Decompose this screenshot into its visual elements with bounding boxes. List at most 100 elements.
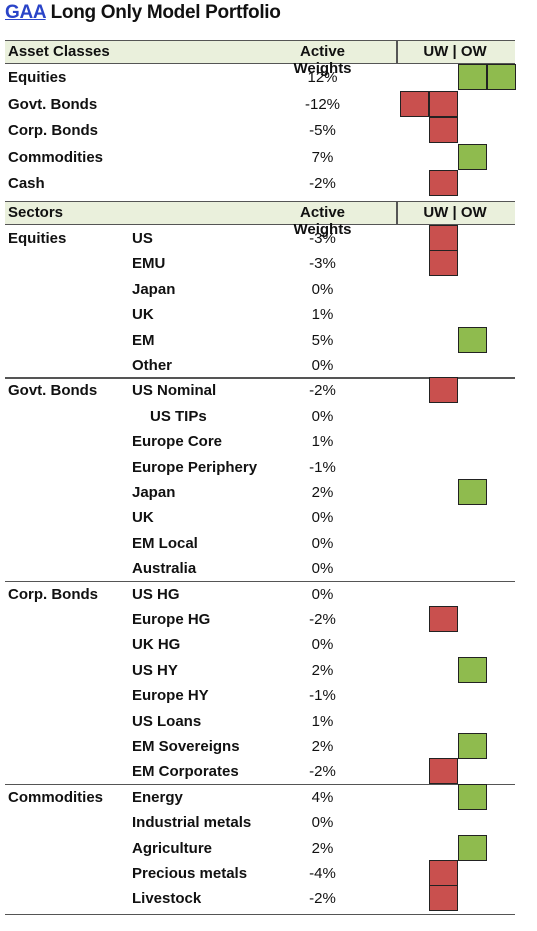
sector-name: US TIPs bbox=[150, 407, 207, 425]
sector-row: UK 1% bbox=[5, 302, 515, 327]
sector-row: EM Corporates -2% bbox=[5, 758, 515, 785]
sector-weight: 1% bbox=[311, 306, 334, 324]
asset-weight: 7% bbox=[311, 148, 334, 166]
sector-weight: 0% bbox=[311, 560, 334, 578]
sector-name: UK bbox=[132, 509, 154, 527]
header-active-weights: Active Weights bbox=[293, 43, 352, 77]
underweight-bar bbox=[429, 885, 458, 912]
sector-row: EM Sovereigns 2% bbox=[5, 733, 515, 759]
sector-row: Industrial metals 0% bbox=[5, 810, 515, 835]
asset-name: Equities bbox=[8, 69, 67, 86]
sector-weight: -3% bbox=[309, 255, 336, 273]
gaa-link[interactable]: GAA bbox=[5, 2, 46, 23]
asset-name: Corp. Bonds bbox=[8, 122, 98, 139]
overweight-bar bbox=[487, 64, 516, 90]
sector-row: Europe Core 1% bbox=[5, 429, 515, 454]
overweight-bar bbox=[458, 783, 487, 810]
asset-row: Corp. Bonds -5% bbox=[5, 117, 515, 143]
sector-weight: 0% bbox=[311, 814, 334, 832]
underweight-bar bbox=[429, 606, 458, 632]
table-bottom-line bbox=[5, 913, 515, 916]
sector-row: US HY 2% bbox=[5, 656, 515, 683]
sector-name: Europe HG bbox=[132, 611, 211, 628]
sector-name: Precious metals bbox=[132, 865, 248, 882]
sector-name: UK bbox=[132, 306, 154, 324]
sector-name: Australia bbox=[132, 560, 197, 578]
underweight-bar bbox=[429, 90, 458, 117]
overweight-bar bbox=[458, 64, 487, 90]
sector-row: Australia 0% bbox=[5, 556, 515, 581]
sector-row: Commodities Energy 4% bbox=[5, 783, 515, 810]
underweight-bar bbox=[400, 90, 429, 117]
sector-weight: 0% bbox=[311, 534, 334, 552]
sector-name: EMU bbox=[132, 255, 166, 273]
sector-row: Agriculture 2% bbox=[5, 834, 515, 861]
asset-weight: 12% bbox=[307, 69, 338, 86]
sector-name: Energy bbox=[132, 788, 183, 806]
overweight-bar bbox=[458, 143, 487, 170]
sector-weight: -4% bbox=[309, 865, 336, 882]
sector-name: Japan bbox=[132, 484, 176, 501]
group-divider bbox=[5, 377, 515, 379]
sector-row: Japan 2% bbox=[5, 479, 515, 505]
header-label: Sectors bbox=[8, 204, 64, 221]
underweight-bar bbox=[429, 117, 458, 143]
sector-name: Europe Core bbox=[132, 433, 223, 451]
sector-weight: 0% bbox=[311, 280, 334, 298]
sector-row: Japan 0% bbox=[5, 277, 515, 302]
asset-name: Cash bbox=[8, 175, 45, 192]
overweight-bar bbox=[458, 656, 487, 683]
overweight-bar bbox=[458, 733, 487, 759]
title-text: Long Only Model Portfolio bbox=[45, 2, 281, 23]
sector-weight: 2% bbox=[311, 738, 334, 755]
sector-name: Industrial metals bbox=[132, 814, 252, 832]
sector-weight: 0% bbox=[311, 407, 334, 425]
sector-name: EM Local bbox=[132, 534, 198, 552]
sector-weight: -3% bbox=[309, 230, 336, 247]
overweight-bar bbox=[458, 326, 487, 353]
sector-weight: 2% bbox=[311, 484, 334, 501]
sector-name: UK HG bbox=[132, 636, 181, 654]
group-name: Corp. Bonds bbox=[8, 585, 98, 603]
sector-name: EM bbox=[132, 331, 155, 349]
sector-weight: -2% bbox=[309, 890, 336, 908]
sector-name: US Loans bbox=[132, 712, 202, 730]
sector-row: UK HG 0% bbox=[5, 632, 515, 657]
asset-name: Govt. Bonds bbox=[8, 95, 98, 113]
asset-row: Equities 12% bbox=[5, 64, 516, 90]
sector-weight: -2% bbox=[309, 763, 336, 781]
asset-row: Commodities 7% bbox=[5, 143, 515, 170]
group-divider bbox=[5, 580, 515, 583]
sector-weight: -1% bbox=[309, 458, 336, 476]
sector-weight: -1% bbox=[309, 687, 336, 705]
sector-row: Precious metals -4% bbox=[5, 860, 515, 886]
sector-name: Japan bbox=[132, 280, 176, 298]
sector-weight: -2% bbox=[309, 382, 336, 400]
underweight-bar bbox=[429, 170, 458, 196]
sector-weight: 2% bbox=[311, 839, 334, 857]
sector-row: Equities US -3% bbox=[5, 225, 515, 251]
sector-name: Europe Periphery bbox=[132, 458, 258, 476]
sector-row: Other 0% bbox=[5, 353, 515, 378]
sector-name: EM Corporates bbox=[132, 763, 239, 781]
sector-name: US HY bbox=[132, 661, 178, 679]
sector-weight: -2% bbox=[309, 611, 336, 628]
sector-row: UK 0% bbox=[5, 505, 515, 530]
sector-row: US Loans 1% bbox=[5, 709, 515, 734]
sector-weight: 5% bbox=[311, 331, 334, 349]
sector-row: EMU -3% bbox=[5, 250, 515, 277]
asset-weight: -12% bbox=[304, 95, 341, 113]
asset-weight: -5% bbox=[309, 122, 336, 139]
sector-row: US TIPs 0% bbox=[5, 404, 515, 429]
sector-name: Livestock bbox=[132, 890, 202, 908]
underweight-bar bbox=[429, 860, 458, 886]
underweight-bar bbox=[429, 758, 458, 785]
sector-weight: 0% bbox=[311, 357, 334, 374]
sector-name: Europe HY bbox=[132, 687, 209, 705]
page-title: GAA Long Only Model Portfolio bbox=[5, 2, 281, 24]
header-active-weights: Active Weights bbox=[293, 204, 352, 238]
underweight-bar bbox=[429, 377, 458, 404]
sector-weight: 1% bbox=[311, 712, 334, 730]
header-divider bbox=[396, 202, 398, 224]
sector-weight: 2% bbox=[311, 661, 334, 679]
